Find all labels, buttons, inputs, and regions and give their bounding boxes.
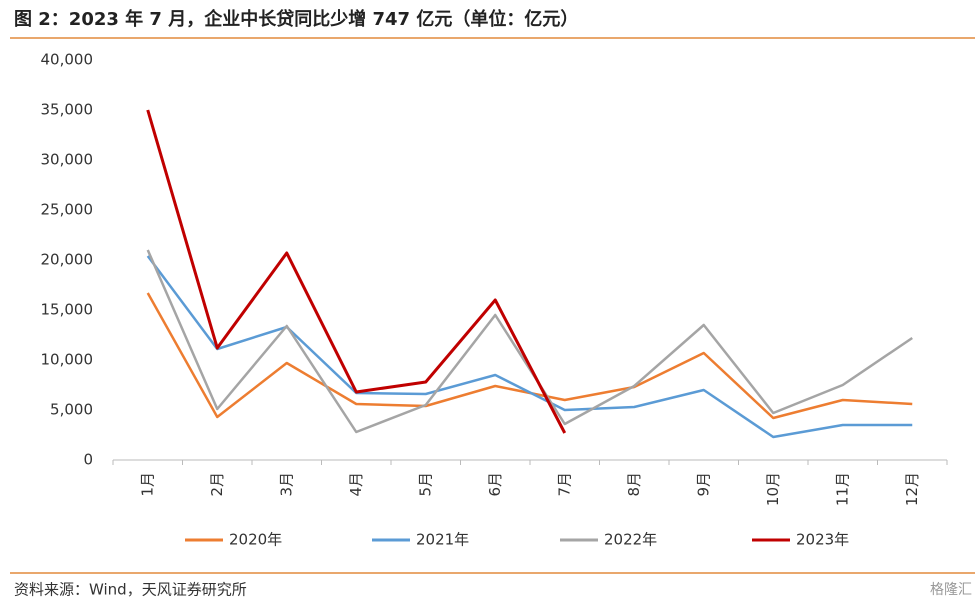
series-line (146, 109, 567, 434)
y-tick-label: 5,000 (50, 401, 93, 419)
series-line (146, 255, 913, 439)
x-tick-label: 9月 (694, 472, 712, 497)
series-line (146, 249, 913, 434)
y-tick-label: 35,000 (41, 101, 94, 119)
x-tick-label: 11月 (833, 472, 851, 506)
chart-title: 图 2：2023 年 7 月，企业中长贷同比少增 747 亿元（单位：亿元） (14, 8, 578, 30)
x-tick-label: 1月 (138, 472, 156, 497)
x-tick-label: 10月 (764, 472, 782, 506)
x-tick-label: 3月 (277, 472, 295, 497)
x-tick-label: 8月 (625, 472, 643, 497)
legend-label: 2023年 (796, 531, 849, 549)
source: 资料来源：Wind，天风证券研究所 (14, 581, 247, 599)
legend-label: 2020年 (229, 531, 282, 549)
legend-label: 2022年 (604, 531, 657, 549)
legend-label: 2021年 (416, 531, 469, 549)
x-tick-label: 12月 (903, 472, 921, 506)
x-tick-label: 7月 (555, 472, 573, 497)
y-tick-label: 30,000 (41, 151, 94, 169)
y-tick-label: 40,000 (41, 51, 94, 69)
x-tick-label: 2月 (208, 472, 226, 497)
y-tick-label: 15,000 (41, 301, 94, 319)
x-tick-label: 4月 (347, 472, 365, 497)
x-tick-label: 6月 (486, 472, 504, 497)
x-tick-label: 5月 (416, 472, 434, 497)
y-tick-label: 25,000 (41, 201, 94, 219)
y-tick-label: 20,000 (41, 251, 94, 269)
y-tick-label: 0 (83, 451, 93, 469)
y-tick-label: 10,000 (41, 351, 94, 369)
watermark: 格隆汇 (930, 582, 972, 598)
